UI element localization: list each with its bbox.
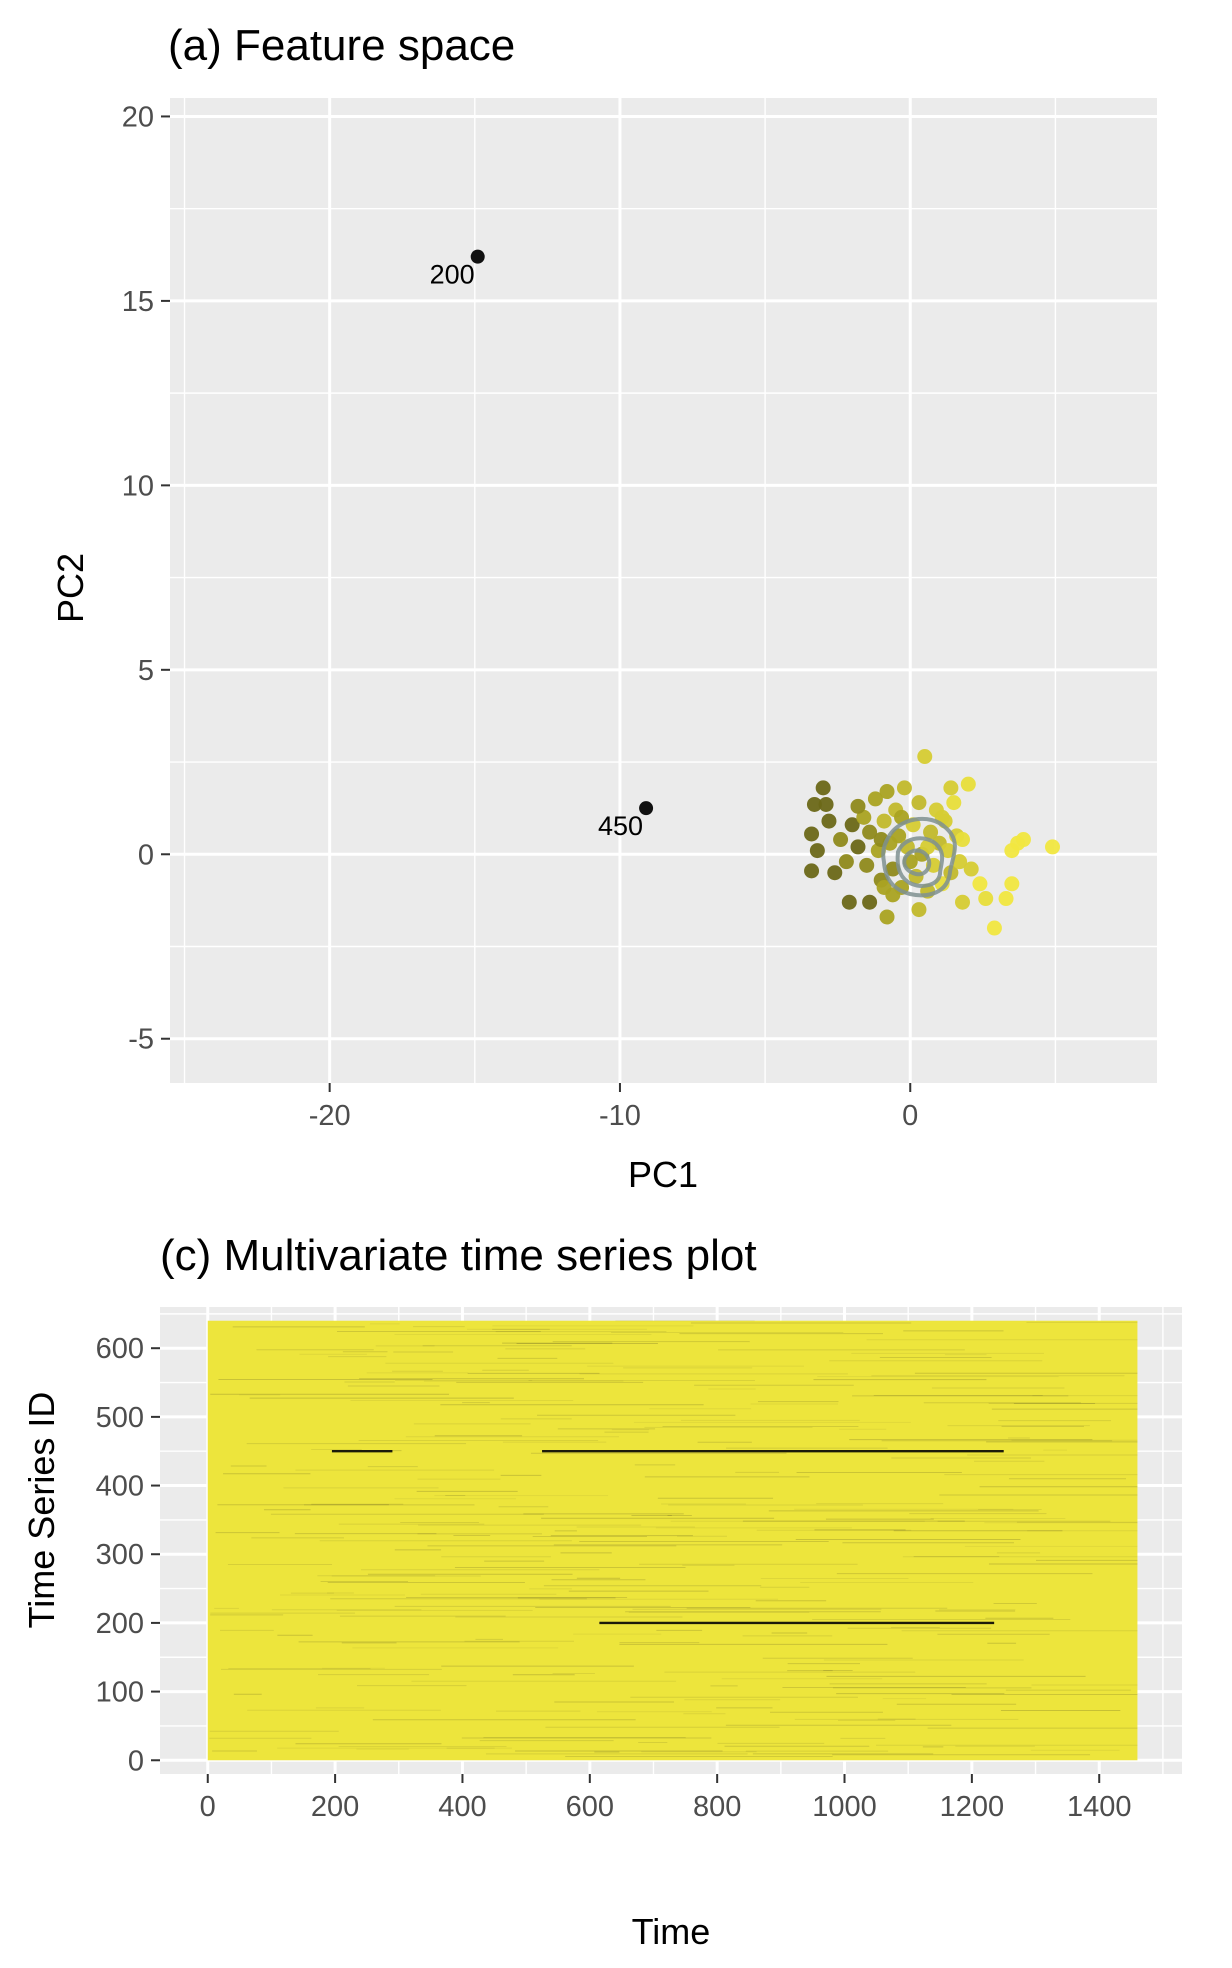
cluster-point <box>972 876 988 892</box>
cluster-point <box>862 824 878 840</box>
cluster-point <box>896 780 912 796</box>
feature-space-plot-background <box>170 98 1157 1083</box>
y-tick-label: -5 <box>128 1024 154 1056</box>
cluster-point <box>1004 843 1020 859</box>
time-series-title: (c) Multivariate time series plot <box>160 1231 757 1280</box>
cluster-point <box>879 909 895 925</box>
cluster-point <box>943 780 959 796</box>
cluster-point <box>804 826 820 842</box>
cluster-point <box>818 796 834 812</box>
feature-space-gridlines <box>170 98 1157 1083</box>
x-tick-label: 400 <box>438 1791 486 1823</box>
x-tick-label: 1400 <box>1067 1791 1132 1823</box>
x-tick-label: 0 <box>902 1100 918 1132</box>
cluster-point <box>940 843 956 859</box>
cluster-point <box>952 854 968 870</box>
cluster-point <box>815 780 831 796</box>
y-tick-label: 20 <box>122 101 154 133</box>
y-tick-label: 15 <box>122 286 154 318</box>
density-contours <box>881 817 957 898</box>
cluster-point <box>911 902 927 918</box>
cluster-point <box>833 832 849 848</box>
outlier-label: 450 <box>598 811 643 841</box>
cluster-point <box>1044 839 1060 855</box>
time-series-axes: 0 200 400 600 800 1000 1200 1400600500400300200… <box>96 1333 1132 1823</box>
x-tick-label: 1200 <box>940 1791 1005 1823</box>
cluster-point <box>885 887 901 903</box>
x-tick-label: 600 <box>566 1791 614 1823</box>
feature-space-title: (a) Feature space <box>168 21 515 70</box>
cluster-point <box>911 795 927 811</box>
cluster-point <box>850 839 866 855</box>
feature-space-axes: -20 -10 0 20 15 10 5 0 -5 <box>122 101 919 1132</box>
cluster-point <box>876 813 892 829</box>
y-tick-label: 10 <box>122 470 154 502</box>
time-series-heatmap-texture <box>209 1320 1138 1758</box>
x-tick-label: -10 <box>599 1100 641 1132</box>
y-tick-label: 500 <box>96 1402 144 1434</box>
cluster-point <box>809 843 825 859</box>
x-tick-label: 0 <box>200 1791 216 1823</box>
cluster-point <box>1004 876 1020 892</box>
y-tick-label: 600 <box>96 1333 144 1365</box>
feature-space-ylabel: PC2 <box>50 553 91 623</box>
cluster-point <box>867 791 883 807</box>
time-series-highlighted-series <box>331 1450 1004 1625</box>
panel-time-series: (c) Multivariate time series plot 0 200 40… <box>21 1231 1182 1952</box>
y-tick-label: 0 <box>128 1745 144 1777</box>
y-tick-label: 200 <box>96 1608 144 1640</box>
feature-space-xlabel: PC1 <box>628 1154 698 1195</box>
cluster-point <box>850 798 866 814</box>
y-tick-label: 100 <box>96 1677 144 1709</box>
cluster-point <box>998 891 1014 907</box>
x-tick-label: -20 <box>309 1100 351 1132</box>
time-series-xlabel: Time <box>632 1911 711 1952</box>
outlier-point <box>470 249 485 264</box>
y-tick-label: 0 <box>138 839 154 871</box>
cluster-point <box>844 817 860 833</box>
cluster-point <box>960 776 976 792</box>
cluster-point <box>917 749 933 765</box>
y-tick-label: 5 <box>138 655 154 687</box>
cluster-point <box>891 828 907 844</box>
y-tick-label: 400 <box>96 1471 144 1503</box>
cluster-point <box>838 854 854 870</box>
panel-feature-space: (a) Feature space -20 -10 0 20 15 10 5 0 -5 200 4… <box>50 21 1157 1195</box>
time-series-ylabel: Time Series ID <box>21 1392 62 1629</box>
time-series-heatmap <box>207 1320 1138 1761</box>
x-tick-label: 200 <box>311 1791 359 1823</box>
outlier-point <box>639 801 654 816</box>
feature-space-points: 200 450 <box>430 249 1060 936</box>
cluster-point <box>923 824 939 840</box>
cluster-point <box>955 894 971 910</box>
cluster-point <box>821 813 837 829</box>
cluster-point <box>978 891 994 907</box>
cluster-point <box>856 809 872 825</box>
cluster-point <box>841 894 857 910</box>
cluster-point <box>804 863 820 879</box>
density-contour-inner <box>902 848 932 877</box>
y-tick-label: 300 <box>96 1539 144 1571</box>
cluster-point <box>827 865 843 881</box>
cluster-point <box>859 857 875 873</box>
cluster-point <box>946 795 962 811</box>
density-contour-middle <box>895 836 945 888</box>
cluster-point <box>806 796 822 812</box>
cluster-point <box>1015 832 1031 848</box>
x-tick-label: 1000 <box>812 1791 877 1823</box>
cluster-point <box>862 894 878 910</box>
cluster-point <box>879 784 895 800</box>
cluster-point <box>963 861 979 877</box>
x-tick-label: 800 <box>693 1791 741 1823</box>
density-contour-outer <box>881 817 957 898</box>
outlier-label: 200 <box>430 260 475 290</box>
cluster-point <box>986 920 1002 936</box>
cluster-point <box>955 832 971 848</box>
